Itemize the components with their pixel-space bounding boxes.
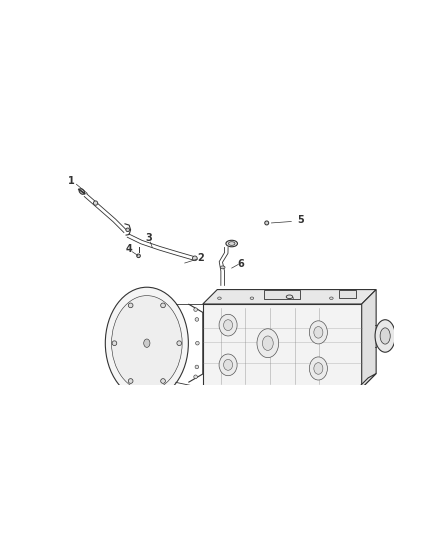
Ellipse shape xyxy=(120,307,174,379)
Ellipse shape xyxy=(177,341,182,345)
Bar xyxy=(206,388,358,408)
Ellipse shape xyxy=(137,254,140,257)
Ellipse shape xyxy=(309,321,327,344)
Ellipse shape xyxy=(223,320,233,330)
Ellipse shape xyxy=(218,297,221,300)
Ellipse shape xyxy=(161,378,166,383)
Ellipse shape xyxy=(229,242,235,245)
Text: 2: 2 xyxy=(198,253,205,263)
Ellipse shape xyxy=(144,339,150,348)
Ellipse shape xyxy=(195,318,199,321)
Polygon shape xyxy=(358,374,376,388)
Ellipse shape xyxy=(375,320,395,352)
Ellipse shape xyxy=(290,297,293,300)
Bar xyxy=(264,289,300,298)
Ellipse shape xyxy=(195,365,199,369)
Ellipse shape xyxy=(112,341,117,345)
Ellipse shape xyxy=(128,378,133,383)
Ellipse shape xyxy=(219,354,237,376)
Bar xyxy=(203,304,362,388)
Ellipse shape xyxy=(329,297,333,300)
Ellipse shape xyxy=(314,362,323,374)
Ellipse shape xyxy=(223,359,233,370)
Ellipse shape xyxy=(262,336,273,350)
Ellipse shape xyxy=(226,240,237,247)
Ellipse shape xyxy=(161,303,166,308)
Ellipse shape xyxy=(194,308,198,311)
Ellipse shape xyxy=(137,329,157,357)
Ellipse shape xyxy=(380,328,390,344)
Ellipse shape xyxy=(128,303,133,308)
Ellipse shape xyxy=(126,228,130,232)
Ellipse shape xyxy=(250,297,254,300)
Text: 5: 5 xyxy=(297,215,304,225)
Ellipse shape xyxy=(220,266,225,269)
Ellipse shape xyxy=(79,189,85,195)
Polygon shape xyxy=(362,289,376,388)
Ellipse shape xyxy=(194,375,198,378)
Ellipse shape xyxy=(314,327,323,338)
Text: 3: 3 xyxy=(145,233,152,244)
Ellipse shape xyxy=(219,314,237,336)
Bar xyxy=(339,289,356,298)
Ellipse shape xyxy=(93,201,98,205)
Ellipse shape xyxy=(105,287,188,399)
Ellipse shape xyxy=(257,329,279,358)
Ellipse shape xyxy=(112,296,182,391)
Ellipse shape xyxy=(309,357,327,380)
Text: 4: 4 xyxy=(125,244,132,254)
Polygon shape xyxy=(203,289,376,304)
Text: 6: 6 xyxy=(237,259,244,269)
Text: 1: 1 xyxy=(67,176,74,185)
Ellipse shape xyxy=(128,318,166,368)
Ellipse shape xyxy=(265,221,268,225)
Ellipse shape xyxy=(193,256,197,261)
Ellipse shape xyxy=(286,295,293,298)
Ellipse shape xyxy=(196,342,199,345)
